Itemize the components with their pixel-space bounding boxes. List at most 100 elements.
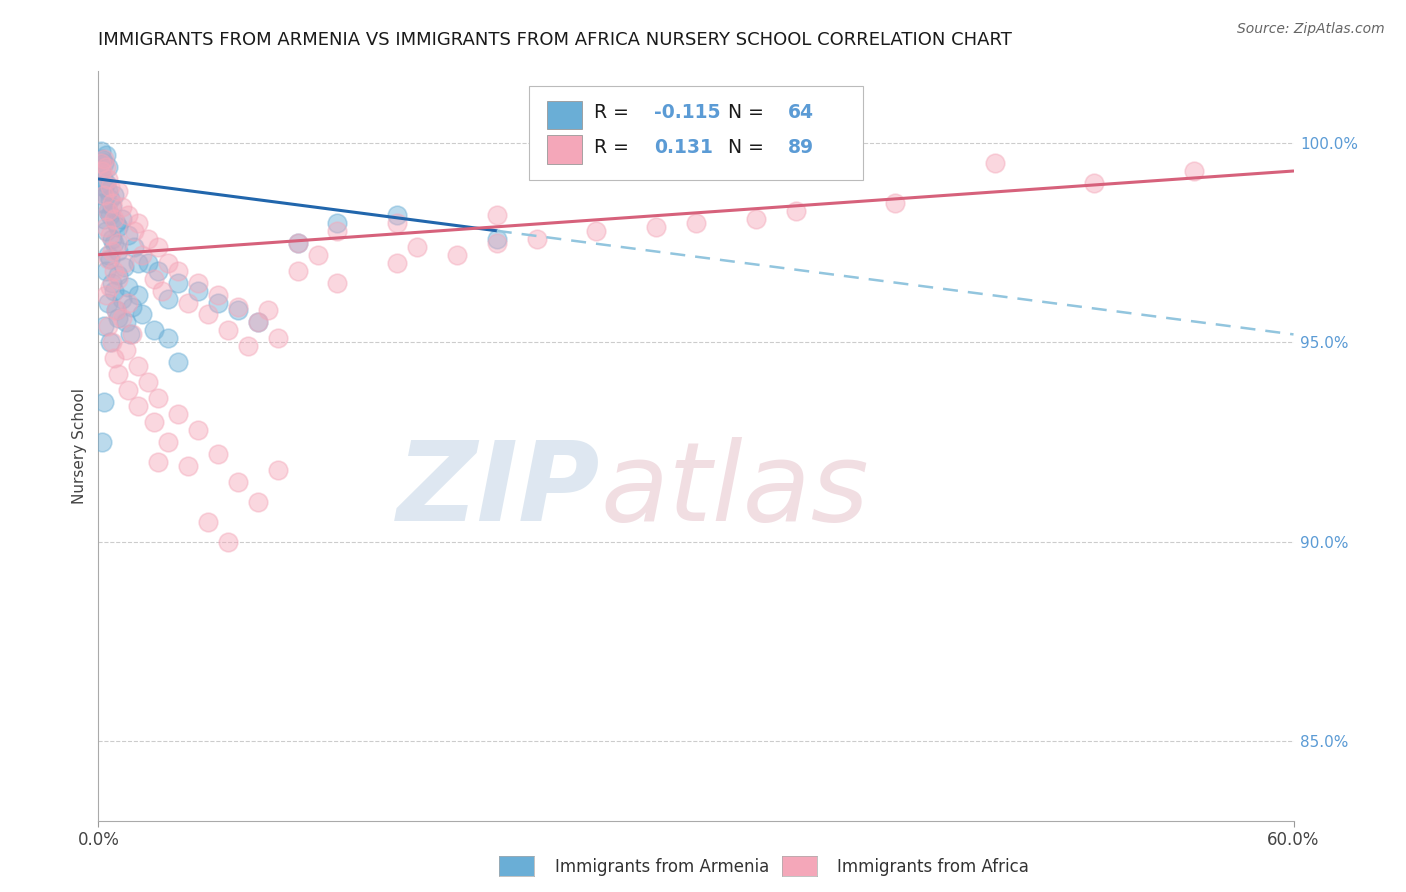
Point [103,284,125,298]
Point [267,463,290,477]
Point [217,534,239,549]
Point [167,355,190,369]
Point [150,284,173,298]
Point [326,216,349,230]
Point [93,319,115,334]
Point [207,447,229,461]
Point [287,235,309,250]
Point [143,415,166,429]
Point [307,248,329,262]
Point [107,184,129,198]
Point [157,292,180,306]
Point [246,315,269,329]
Text: N =: N = [716,137,770,156]
Point [131,248,153,262]
Point [187,423,209,437]
Point [585,224,607,238]
Point [385,255,409,269]
Point [127,399,149,413]
Point [93,152,115,166]
Point [267,331,290,345]
Point [117,208,139,222]
Point [526,232,548,246]
Point [111,292,134,306]
Point [107,368,129,382]
Point [97,203,120,218]
Point [136,232,159,246]
Point [91,435,114,450]
Point [143,323,166,337]
Point [97,295,120,310]
Point [107,271,129,285]
Point [127,287,149,301]
Point [326,224,349,238]
Point [97,160,120,174]
Point [90,164,112,178]
Point [111,200,134,214]
Point [111,211,134,226]
Point [884,195,907,210]
Text: IMMIGRANTS FROM ARMENIA VS IMMIGRANTS FROM AFRICA NURSERY SCHOOL CORRELATION CHA: IMMIGRANTS FROM ARMENIA VS IMMIGRANTS FR… [98,31,1012,49]
Bar [547,101,582,129]
Text: 89: 89 [787,137,814,156]
Point [97,319,120,334]
Bar [547,135,582,163]
Point [101,276,124,290]
Point [984,156,1007,170]
Point [157,255,180,269]
Text: 0.131: 0.131 [654,137,713,156]
Point [93,172,115,186]
Point [207,287,229,301]
Text: Immigrants from Africa: Immigrants from Africa [837,858,1028,876]
Point [96,160,118,174]
Point [207,295,229,310]
Point [127,216,149,230]
Point [148,455,170,469]
Point [96,219,118,234]
Text: 64: 64 [787,103,814,122]
Text: ZIP: ZIP [396,437,600,544]
Point [485,235,508,250]
Point [226,475,249,489]
Point [101,244,124,258]
Point [91,152,114,166]
Point [98,279,122,293]
Point [136,376,159,390]
Point [103,235,125,250]
Point [97,248,120,262]
FancyBboxPatch shape [529,87,863,180]
Point [1182,164,1205,178]
Point [121,327,143,342]
Point [90,156,112,170]
Point [90,188,112,202]
Point [97,252,120,266]
Point [107,311,129,326]
Point [136,255,159,269]
Point [98,252,122,266]
Point [217,323,239,337]
Point [96,148,118,162]
Point [127,255,149,269]
Point [124,240,146,254]
Point [157,435,180,450]
Point [197,308,219,322]
Point [96,263,118,277]
Point [685,216,707,230]
Point [96,287,118,301]
Point [236,339,259,353]
Point [121,300,143,314]
Point [187,276,209,290]
Point [97,184,120,198]
Point [167,407,190,421]
Point [187,284,209,298]
Point [385,216,409,230]
Point [91,195,114,210]
Point [485,208,508,222]
Point [326,276,349,290]
Point [105,216,128,230]
Point [167,276,190,290]
Point [117,383,139,397]
Point [127,359,149,374]
Point [117,227,139,242]
Text: atlas: atlas [600,437,869,544]
